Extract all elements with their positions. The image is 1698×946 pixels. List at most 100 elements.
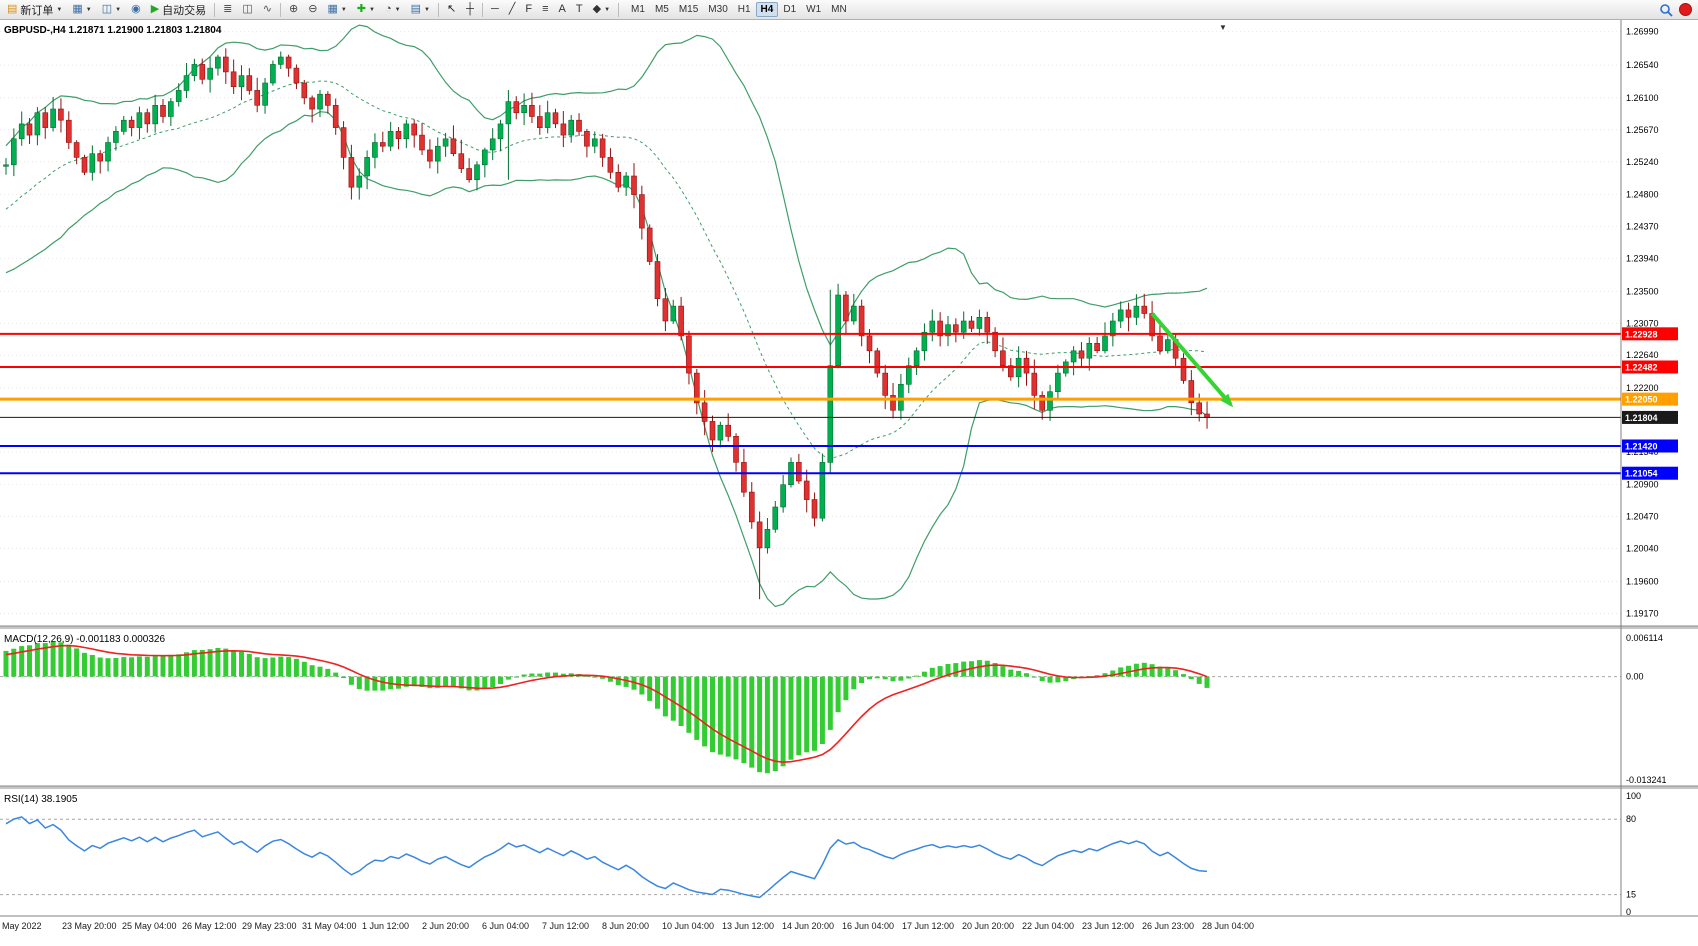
crosshair-icon: ┼ bbox=[466, 3, 474, 15]
chart-area[interactable]: ▼ GBPUSD-,H4 1.21871 1.21900 1.21803 1.21… bbox=[0, 20, 1698, 946]
svg-text:1.24800: 1.24800 bbox=[1626, 190, 1659, 200]
bar-chart-button[interactable]: ≣ bbox=[218, 0, 237, 19]
price-level-badge bbox=[1622, 410, 1678, 424]
price-level-badge bbox=[1622, 466, 1678, 480]
timeframe-h4-button[interactable]: H4 bbox=[755, 2, 779, 17]
line-chart-button[interactable]: ∿ bbox=[258, 0, 277, 19]
timeframe-m1-button[interactable]: M1 bbox=[631, 4, 645, 15]
caret-down-icon: ▼ bbox=[423, 6, 430, 13]
toolbar-separator bbox=[437, 2, 439, 17]
svg-text:May 2022: May 2022 bbox=[2, 921, 42, 931]
candlestick-icon: ◫ bbox=[242, 3, 253, 15]
svg-text:25 May 04:00: 25 May 04:00 bbox=[122, 921, 177, 931]
caret-down-icon: ▼ bbox=[340, 6, 347, 13]
text-icon: A bbox=[558, 3, 566, 15]
macd-axis-max: 0.006114 bbox=[1626, 633, 1663, 643]
svg-text:28 Jun 04:00: 28 Jun 04:00 bbox=[1202, 921, 1254, 931]
crosshair-button[interactable]: ┼ bbox=[461, 0, 479, 19]
chart-title: GBPUSD-,H4 1.21871 1.21900 1.21803 1.218… bbox=[4, 25, 222, 36]
svg-text:1.26990: 1.26990 bbox=[1626, 27, 1659, 37]
channel-button[interactable]: ≡ bbox=[537, 0, 553, 19]
main-toolbar: ▤ 新订单 ▼ ▦ ▼ ◫ ▼ ◉ ▶ 自动交易 ≣ ◫ ∿ ⊕ ⊖ ▦ ▼ ✚ ▼ ◔ ▼ ▤ ▼ ↖ ┼ ─ ╱ F ≡ A T ◆ ▼ M1… bbox=[0, 0, 1698, 20]
notification-badge[interactable] bbox=[1679, 3, 1692, 16]
trend-arrow[interactable] bbox=[1150, 312, 1234, 408]
svg-text:20 Jun 20:00: 20 Jun 20:00 bbox=[962, 921, 1014, 931]
indicators-button[interactable]: ✚ ▼ bbox=[352, 0, 380, 19]
toolbar-separator bbox=[618, 2, 620, 17]
chart-shift-marker[interactable]: ▼ bbox=[1219, 23, 1227, 32]
candlestick-chart-button[interactable]: ◫ bbox=[237, 0, 257, 19]
charts-window-button[interactable]: ▦ ▼ bbox=[67, 0, 96, 19]
templates-button[interactable]: ▤ ▼ bbox=[406, 0, 435, 19]
rsi-level-label: 80 bbox=[1626, 814, 1636, 824]
autotrading-button[interactable]: ▶ 自动交易 bbox=[146, 0, 211, 19]
svg-text:22 Jun 04:00: 22 Jun 04:00 bbox=[1022, 921, 1074, 931]
horizontal-levels[interactable] bbox=[0, 332, 1621, 475]
svg-text:8 Jun 20:00: 8 Jun 20:00 bbox=[602, 921, 649, 931]
price-level-badge bbox=[1622, 327, 1678, 341]
fibonacci-button[interactable]: F bbox=[520, 0, 537, 19]
play-icon: ▶ bbox=[150, 3, 160, 15]
caret-down-icon: ▼ bbox=[394, 6, 401, 13]
svg-text:1.22482: 1.22482 bbox=[1625, 362, 1658, 372]
svg-text:2 Jun 20:00: 2 Jun 20:00 bbox=[422, 921, 469, 931]
rsi-axis-min: 0 bbox=[1626, 907, 1631, 917]
periods-button[interactable]: ◔ ▼ bbox=[380, 0, 406, 19]
svg-text:1.20470: 1.20470 bbox=[1626, 512, 1659, 522]
timeframe-m15-button[interactable]: M15 bbox=[678, 4, 699, 15]
rsi-axis-max: 100 bbox=[1626, 791, 1641, 801]
timeframe-mn-button[interactable]: MN bbox=[831, 4, 847, 15]
svg-text:1.20900: 1.20900 bbox=[1626, 480, 1659, 490]
timeframe-toolbar: M1 M5 M15 M30 H1 H4 D1 W1 MN bbox=[626, 2, 852, 17]
svg-text:1.23500: 1.23500 bbox=[1626, 286, 1659, 296]
price-axis[interactable]: 1.26990 1.26540 1.26100 1.25670 1.25240 1.248… bbox=[1622, 27, 1678, 619]
time-axis[interactable]: May 2022 23 May 20:00 25 May 04:00 26 May 1… bbox=[2, 921, 1254, 931]
svg-text:26 Jun 23:00: 26 Jun 23:00 bbox=[1142, 921, 1194, 931]
toolbar-separator bbox=[481, 2, 483, 17]
search-icon[interactable] bbox=[1659, 3, 1673, 17]
chart-window-icon: ▦ bbox=[72, 3, 83, 15]
text-button[interactable]: A bbox=[554, 0, 571, 19]
svg-text:1.22928: 1.22928 bbox=[1625, 329, 1658, 339]
caret-down-icon: ▼ bbox=[604, 6, 611, 13]
toolbar-right bbox=[1659, 3, 1696, 17]
svg-text:1 Jun 12:00: 1 Jun 12:00 bbox=[362, 921, 409, 931]
svg-text:6 Jun 04:00: 6 Jun 04:00 bbox=[482, 921, 529, 931]
timeframe-d1-button[interactable]: D1 bbox=[783, 4, 797, 15]
candles[interactable] bbox=[3, 48, 1210, 600]
chart-background bbox=[0, 20, 1698, 946]
arrows-button[interactable]: ◆ ▼ bbox=[588, 0, 615, 19]
profiles-icon: ◫ bbox=[101, 3, 113, 15]
tile-windows-icon: ▦ bbox=[327, 3, 338, 15]
cursor-button[interactable]: ↖ bbox=[442, 0, 461, 19]
svg-text:1.26100: 1.26100 bbox=[1626, 93, 1659, 103]
macd-axis-min: -0.013241 bbox=[1626, 775, 1667, 785]
horizontal-line-button[interactable]: ─ bbox=[486, 0, 504, 19]
zoom-in-button[interactable]: ⊕ bbox=[284, 0, 303, 19]
timeframe-h1-button[interactable]: H1 bbox=[737, 4, 751, 15]
tile-windows-button[interactable]: ▦ ▼ bbox=[322, 0, 351, 19]
svg-text:1.25670: 1.25670 bbox=[1626, 125, 1659, 135]
svg-text:1.22200: 1.22200 bbox=[1626, 383, 1659, 393]
profiles-button[interactable]: ◫ ▼ bbox=[97, 0, 126, 19]
macd-axis-zero: 0.00 bbox=[1626, 672, 1644, 682]
svg-text:16 Jun 04:00: 16 Jun 04:00 bbox=[842, 921, 894, 931]
timeframe-m5-button[interactable]: M5 bbox=[654, 4, 669, 15]
svg-text:1.23070: 1.23070 bbox=[1626, 318, 1659, 328]
trendline-button[interactable]: ╱ bbox=[504, 0, 521, 19]
svg-text:7 Jun 12:00: 7 Jun 12:00 bbox=[542, 921, 589, 931]
alerts-button[interactable]: ◉ bbox=[126, 0, 146, 19]
zoom-out-button[interactable]: ⊖ bbox=[303, 0, 322, 19]
svg-text:1.19600: 1.19600 bbox=[1626, 576, 1659, 586]
new-order-button-label: 新订单 bbox=[20, 4, 54, 17]
rsi-label: RSI(14) 38.1905 bbox=[4, 794, 78, 805]
text-label-button[interactable]: T bbox=[571, 0, 588, 19]
svg-text:10 Jun 04:00: 10 Jun 04:00 bbox=[662, 921, 714, 931]
toolbar-separator bbox=[214, 2, 216, 17]
rsi-level-label: 15 bbox=[1626, 890, 1636, 900]
svg-text:1.22050: 1.22050 bbox=[1625, 395, 1658, 405]
timeframe-w1-button[interactable]: W1 bbox=[806, 4, 822, 15]
new-order-button[interactable]: ▤ 新订单 ▼ bbox=[2, 0, 67, 19]
timeframe-m30-button[interactable]: M30 bbox=[708, 4, 728, 15]
svg-text:31 May 04:00: 31 May 04:00 bbox=[302, 921, 357, 931]
